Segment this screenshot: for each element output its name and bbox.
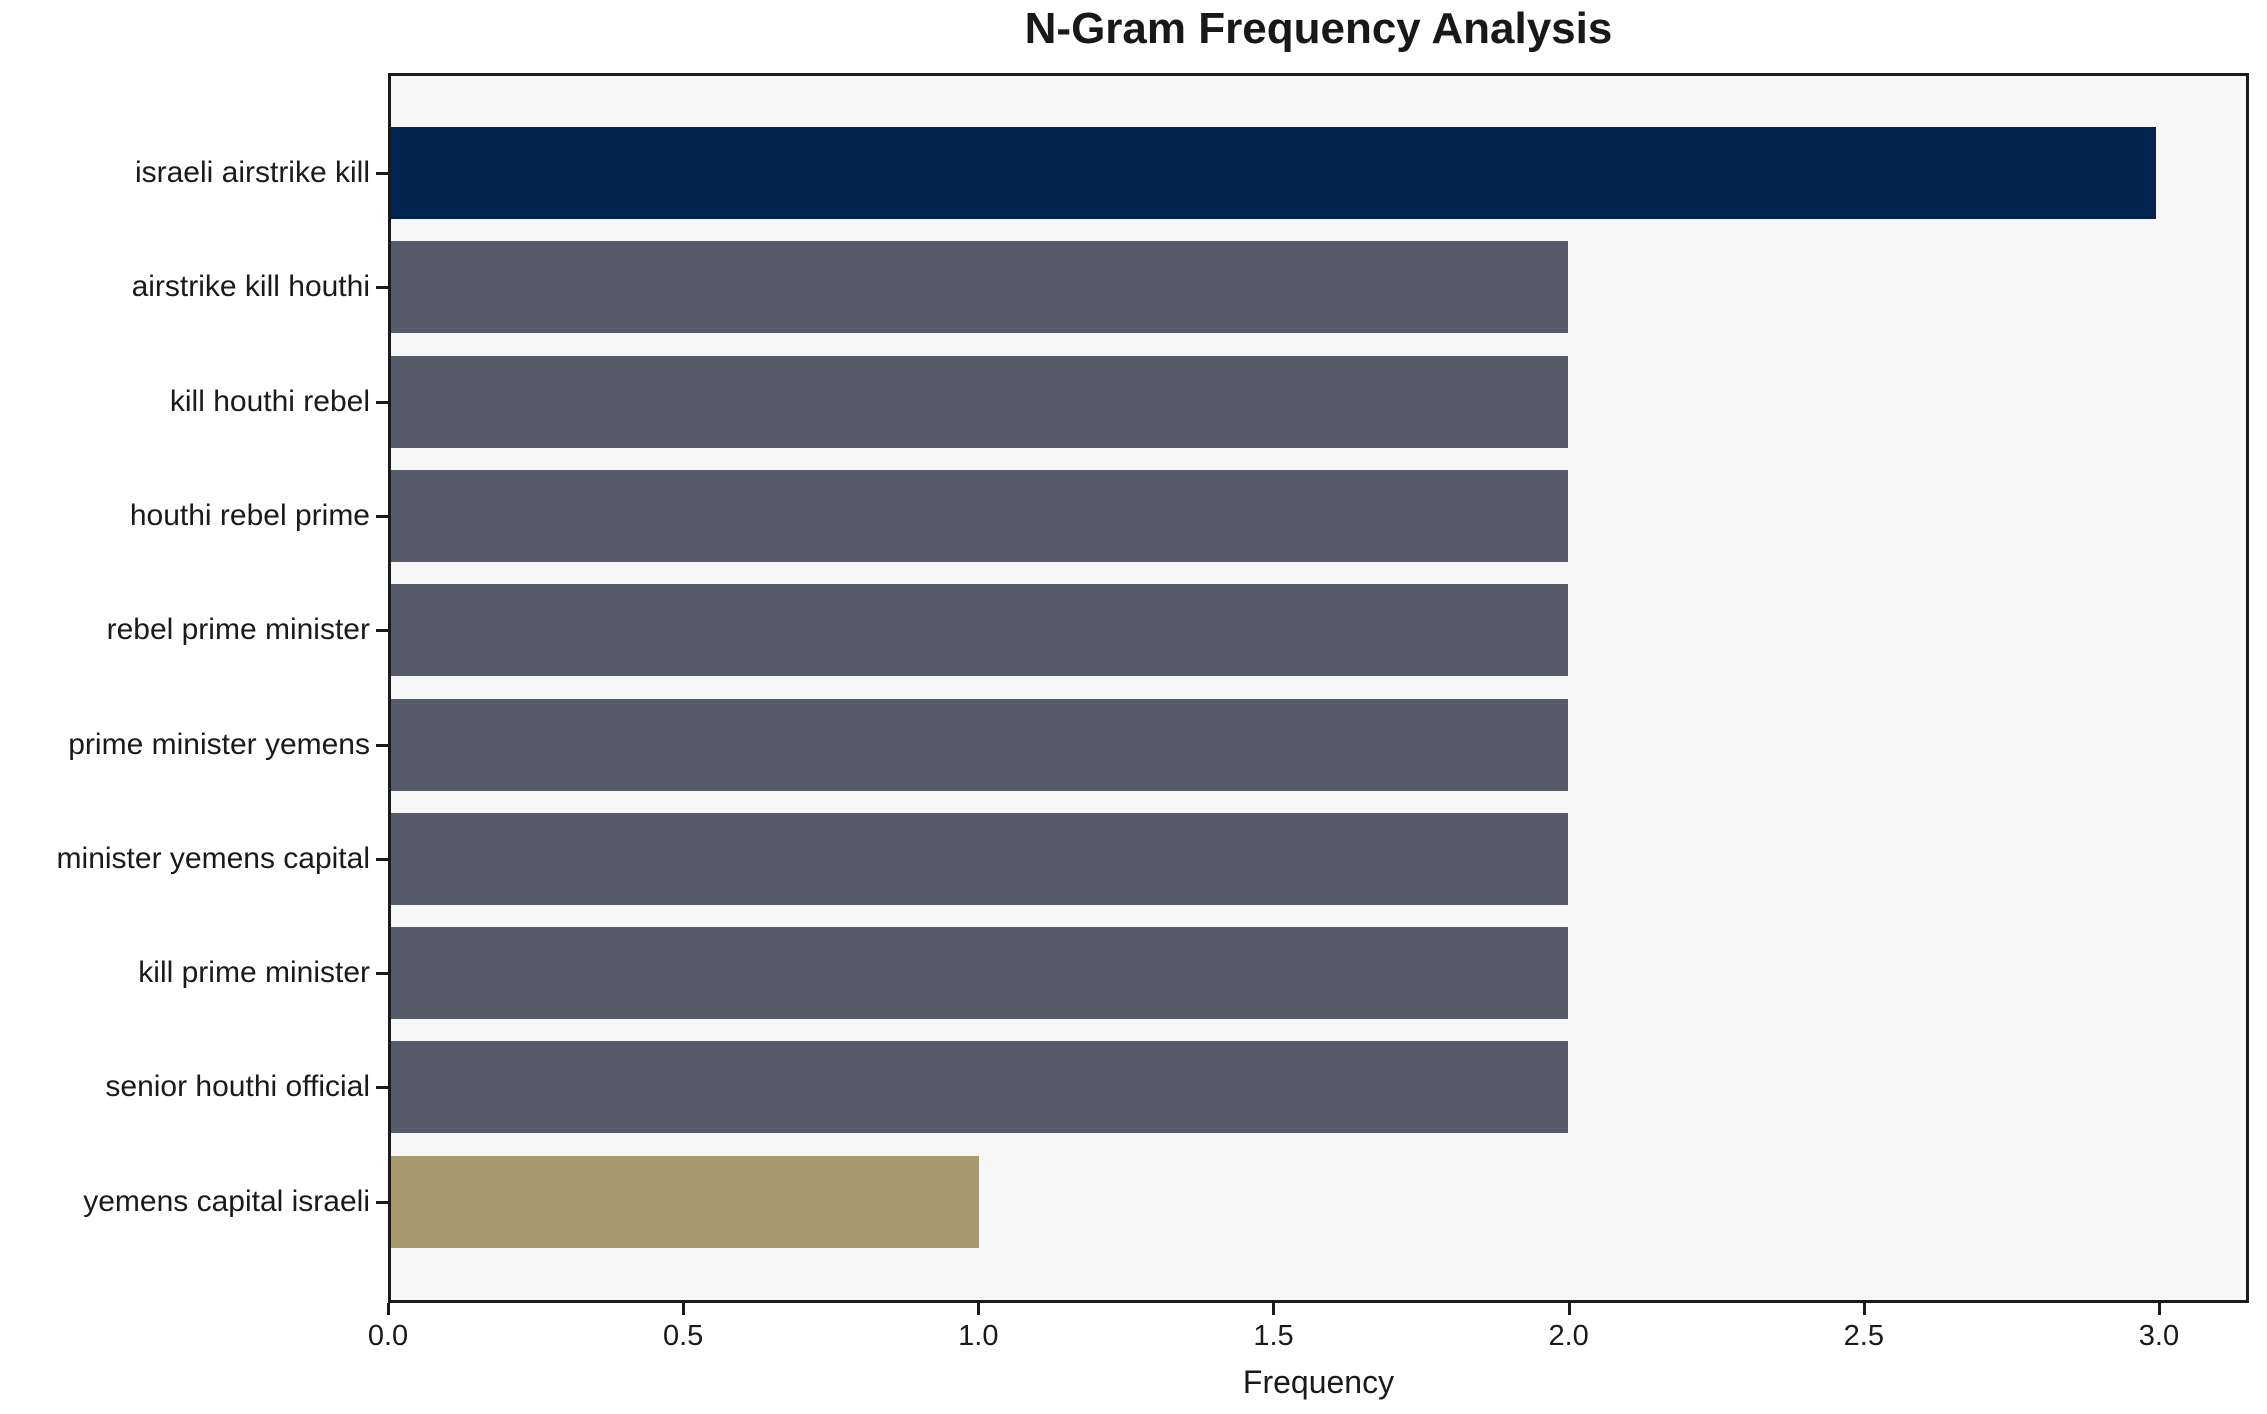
x-tick-mark	[1567, 1303, 1571, 1315]
x-axis-title: Frequency	[1242, 1364, 1395, 1400]
y-tick-label: airstrike kill houthi	[131, 270, 370, 304]
y-tick-label: israeli airstrike kill	[134, 156, 370, 189]
bar	[391, 1041, 1568, 1134]
y-tick-mark	[376, 629, 388, 633]
bar	[391, 127, 2157, 219]
y-tick-mark	[376, 743, 388, 747]
x-tick-label: 2.5	[1843, 1320, 1884, 1352]
x-tick-label: 1.0	[958, 1320, 999, 1352]
y-tick-mark	[376, 286, 388, 290]
x-tick-label: 3.0	[2138, 1320, 2180, 1352]
bar	[391, 355, 1568, 448]
x-tick-label: 2.0	[1548, 1320, 1589, 1352]
bar	[391, 469, 1568, 562]
bar	[391, 812, 1568, 905]
y-tick-mark	[376, 857, 388, 861]
x-tick-mark	[1272, 1303, 1276, 1315]
chart-title: N-Gram Frequency Analysis	[1024, 4, 1613, 53]
y-tick-label: prime minister yemens	[68, 727, 370, 761]
y-tick-label: kill houthi rebel	[169, 384, 370, 418]
x-tick-mark	[1862, 1303, 1866, 1315]
y-tick-mark	[376, 400, 388, 404]
y-tick-mark	[376, 1086, 388, 1090]
y-tick-mark	[376, 972, 388, 976]
bar	[391, 584, 1568, 677]
y-tick-label: minister yemens capital	[56, 841, 370, 875]
y-tick-label: senior houthi official	[105, 1070, 370, 1104]
x-tick-label: 0.5	[662, 1320, 704, 1352]
y-tick-label: yemens capital israeli	[83, 1184, 370, 1218]
bar	[391, 241, 1568, 334]
x-tick-mark	[2157, 1303, 2161, 1315]
x-tick-mark	[387, 1303, 390, 1315]
y-tick-label: rebel prime minister	[106, 613, 370, 647]
y-tick-label: kill prime minister	[138, 956, 370, 990]
x-tick-label: 1.5	[1253, 1320, 1294, 1352]
y-tick-mark	[376, 1200, 388, 1204]
x-tick-mark	[977, 1303, 981, 1315]
y-tick-label: houthi rebel prime	[129, 498, 370, 532]
bar	[391, 927, 1568, 1020]
y-tick-mark	[376, 172, 388, 175]
bar	[391, 1155, 980, 1248]
plot-area	[388, 73, 2249, 1303]
bar	[391, 698, 1568, 791]
x-tick-label: 0.0	[367, 1320, 409, 1352]
x-tick-mark	[682, 1303, 686, 1315]
y-tick-mark	[376, 514, 388, 518]
